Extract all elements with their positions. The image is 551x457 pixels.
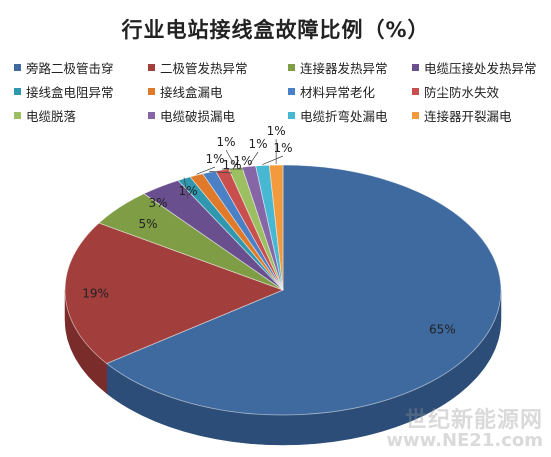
legend-label: 电缆压接处发热异常 [424, 61, 537, 76]
legend-item: 接线盒电阻异常 [14, 82, 114, 101]
legend-swatch [412, 112, 419, 119]
legend-item: 材料异常老化 [288, 82, 375, 101]
legend-label: 电缆脱落 [26, 109, 77, 124]
legend-item: 旁路二极管击穿 [14, 58, 114, 77]
watermark: 世纪新能源网 www.NE21.com [386, 409, 543, 451]
legend-label: 电缆破损漏电 [160, 109, 236, 124]
legend-swatch [412, 64, 419, 71]
data-label: 1% [222, 158, 241, 172]
legend-swatch [148, 112, 155, 119]
legend-label: 连接器开裂漏电 [424, 109, 512, 124]
watermark-line-2: www.NE21.com [386, 430, 543, 452]
legend-label: 连接器发热异常 [300, 61, 388, 76]
legend-item: 连接器开裂漏电 [412, 106, 512, 125]
legend-label: 旁路二极管击穿 [26, 61, 114, 76]
data-label: 1% [205, 152, 224, 166]
data-label: 1% [248, 137, 267, 151]
legend-label: 材料异常老化 [300, 85, 376, 100]
data-label: 1% [233, 154, 252, 168]
leader-line [262, 155, 284, 165]
legend-swatch [14, 112, 21, 119]
data-label: 65% [429, 323, 456, 337]
legend-item: 电缆折弯处漏电 [288, 106, 388, 125]
leader-line [225, 149, 236, 168]
pie-slice [105, 164, 502, 416]
watermark-line-1: 世纪新能源网 [404, 408, 543, 434]
data-label: 19% [82, 286, 109, 300]
legend-item: 电缆脱落 [14, 106, 76, 125]
data-label: 1% [267, 124, 286, 138]
pie-top [64, 164, 502, 416]
legend-item: 二极管发热异常 [148, 58, 248, 77]
legend-label: 防尘防水失效 [424, 85, 500, 100]
legend-label: 电缆折弯处漏电 [300, 109, 388, 124]
legend-label: 接线盒漏电 [160, 85, 223, 100]
leader-line [248, 151, 259, 166]
legend-swatch [412, 88, 419, 95]
legend-swatch [288, 88, 295, 95]
legend-swatch [288, 112, 295, 119]
data-labels: 65%19%5%3%1%1%1%1%1% 1% 1%1% [82, 124, 455, 337]
leader-line [196, 166, 216, 175]
data-label: 1% [273, 141, 292, 155]
legend-swatch [148, 64, 155, 71]
legend-swatch [14, 64, 21, 71]
legend-label: 接线盒电阻异常 [26, 85, 114, 100]
legend-swatch [288, 64, 295, 71]
legend-item: 连接器发热异常 [288, 58, 388, 77]
legend-label: 二极管发热异常 [160, 61, 248, 76]
data-label: 5% [138, 217, 157, 231]
data-label: 3% [148, 196, 167, 210]
pie-slice [268, 164, 284, 291]
legend-swatch [14, 88, 21, 95]
legend-item: 电缆压接处发热异常 [412, 58, 537, 77]
data-label: 1% [216, 135, 235, 149]
data-label: 1% [178, 184, 197, 198]
pie-slice [64, 222, 285, 364]
legend-item: 防尘防水失效 [412, 82, 499, 101]
legend-swatch [148, 88, 155, 95]
chart-title: 行业电站接线盒故障比例（%） [121, 18, 430, 42]
legend-item: 接线盒漏电 [148, 82, 223, 101]
leader-line [183, 177, 189, 200]
leader-line [209, 171, 233, 174]
legend-item: 电缆破损漏电 [148, 106, 235, 125]
